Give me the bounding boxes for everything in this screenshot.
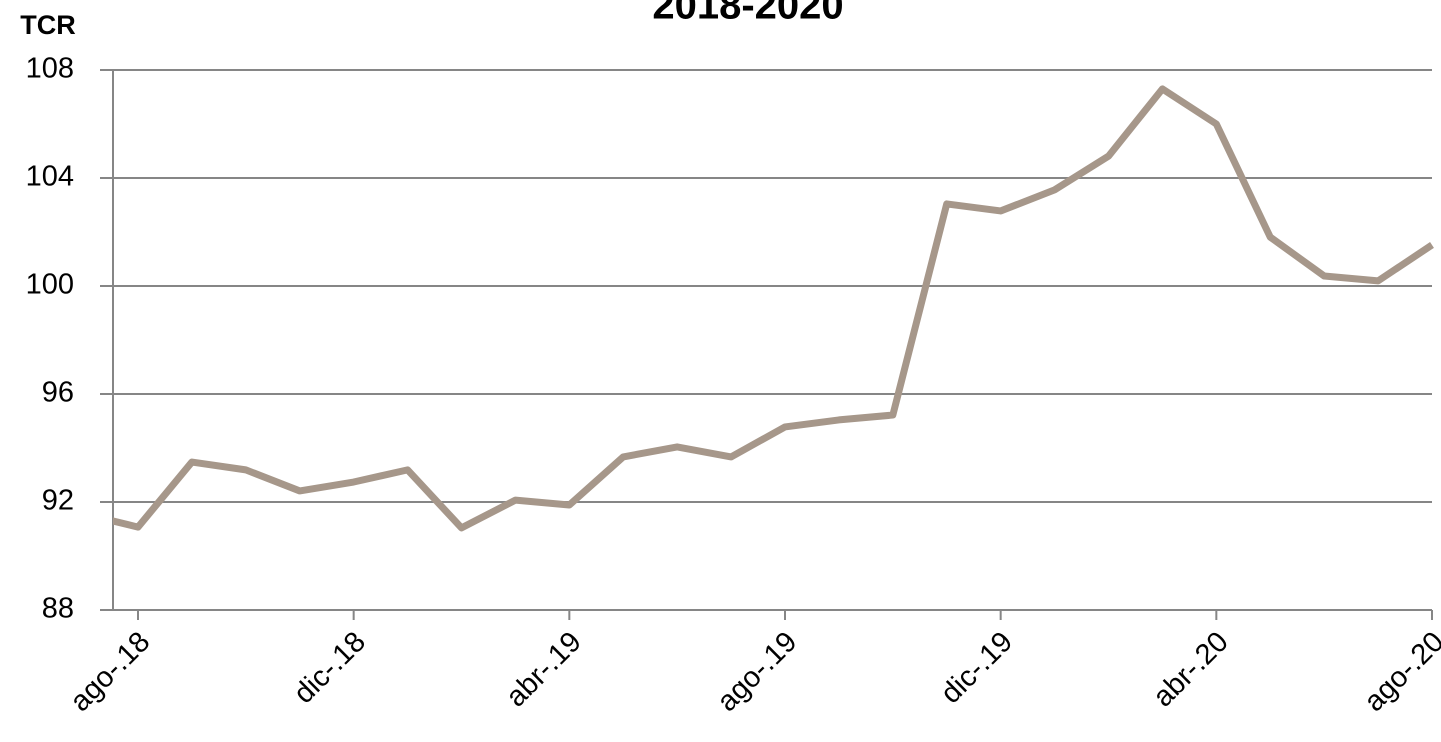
y-tick-label: 104 — [26, 161, 74, 193]
data-line — [113, 85, 1434, 532]
x-tick-label: ago-.19 — [711, 626, 803, 718]
x-tick-label: ago-.20 — [1358, 626, 1441, 718]
chart-title: 2018-2020 — [652, 0, 843, 28]
y-tick-label: 92 — [42, 485, 74, 517]
y-axis-label: TCR — [20, 10, 76, 40]
x-tick-label: ago-.18 — [64, 626, 156, 718]
y-tick-label: 108 — [26, 53, 74, 85]
x-tick-label: dic-.18 — [288, 626, 372, 710]
y-tick-label: 88 — [42, 593, 74, 625]
x-tick-label: abr-.20 — [1147, 626, 1235, 714]
x-tick-label: dic-.19 — [935, 626, 1019, 710]
y-tick-label: 96 — [42, 377, 74, 409]
y-tick-label: 100 — [26, 269, 74, 301]
x-tick-label: abr-.19 — [500, 626, 588, 714]
